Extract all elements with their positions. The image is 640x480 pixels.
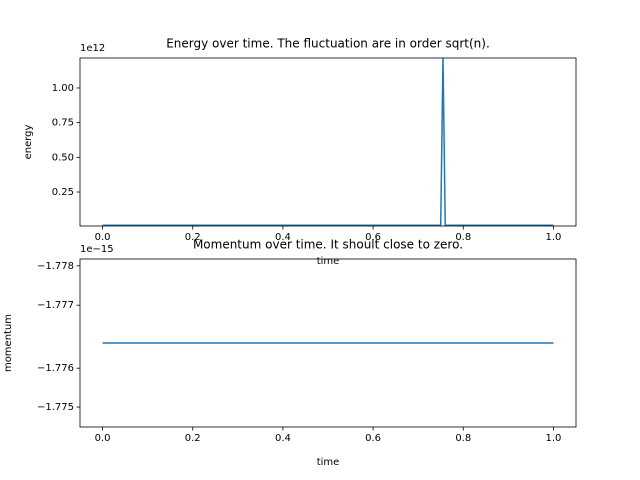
chart-title: Energy over time. The fluctuation are in… <box>166 37 490 51</box>
x-tick-label: 1.0 <box>546 433 562 444</box>
x-axis-label: time <box>317 256 340 267</box>
y-tick-label: −1.776 <box>37 363 74 374</box>
x-tick-label: 0.8 <box>455 433 471 444</box>
x-tick-label: 0.8 <box>455 232 471 243</box>
line <box>102 58 554 226</box>
y-tick-label: −1.775 <box>37 402 74 413</box>
x-tick-label: 0.6 <box>365 433 381 444</box>
axes-frame <box>79 258 577 428</box>
y-axis-label: energy <box>23 124 34 159</box>
y-axis-label: momentum <box>3 314 14 372</box>
x-tick-label: 0.2 <box>185 433 201 444</box>
x-tick-label: 0.0 <box>95 232 111 243</box>
x-tick-label: 0.4 <box>275 433 291 444</box>
y-tick-label: 1.00 <box>52 83 74 94</box>
x-tick-label: 0.4 <box>275 232 291 243</box>
x-axis-label: time <box>317 457 340 468</box>
x-tick-label: 0.0 <box>95 433 111 444</box>
x-tick-label: 1.0 <box>546 232 562 243</box>
y-tick-label: 0.25 <box>52 187 74 198</box>
chart-title: Momentum over time. It shoult close to z… <box>193 238 463 252</box>
x-tick-label: 0.2 <box>185 232 201 243</box>
y-tick-label: −1.778 <box>37 261 74 272</box>
x-tick-label: 0.6 <box>365 232 381 243</box>
y-tick-label: −1.777 <box>37 300 74 311</box>
y-offset: 1e12 <box>80 43 105 54</box>
y-tick-label: 0.75 <box>52 118 74 129</box>
y-tick-label: 0.50 <box>52 152 74 163</box>
y-offset: 1e−15 <box>80 244 114 255</box>
axes-frame <box>79 57 577 227</box>
